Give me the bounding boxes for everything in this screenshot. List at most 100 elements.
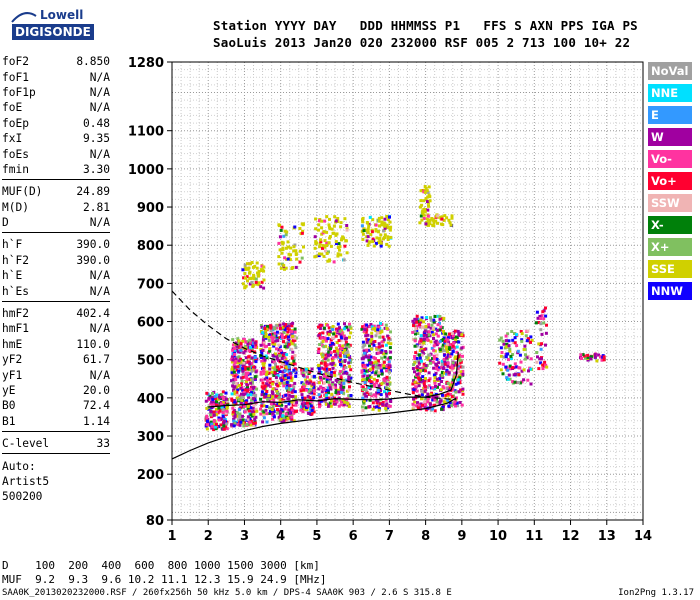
echo-point xyxy=(292,368,296,372)
echo-point xyxy=(412,324,415,328)
x-tick-label: 12 xyxy=(561,529,579,544)
echo-point xyxy=(272,334,276,338)
echo-point xyxy=(334,334,338,338)
echo-point xyxy=(279,266,283,270)
echo-point xyxy=(288,371,292,375)
param-row-b1: B1 1.14 xyxy=(2,414,110,429)
echo-point xyxy=(420,389,424,393)
echo-point xyxy=(504,339,508,343)
echo-point xyxy=(330,392,334,396)
echo-point xyxy=(276,384,280,388)
echo-point xyxy=(232,408,236,412)
echo-point xyxy=(339,400,343,403)
echo-point xyxy=(418,361,421,365)
echo-point xyxy=(324,389,328,392)
echo-point xyxy=(335,341,339,344)
echo-point xyxy=(325,402,328,406)
echo-point xyxy=(321,246,324,250)
echo-point xyxy=(273,327,277,331)
echo-point xyxy=(242,391,246,394)
echo-point xyxy=(420,343,424,347)
echo-point xyxy=(312,374,316,378)
echo-point xyxy=(253,375,257,379)
echo-point xyxy=(456,381,460,385)
echo-point xyxy=(449,392,453,396)
echo-point xyxy=(329,362,333,366)
echo-point xyxy=(271,366,275,370)
echo-point xyxy=(245,383,249,387)
echo-point xyxy=(339,374,343,378)
echo-point xyxy=(222,424,226,428)
echo-point xyxy=(348,358,352,362)
echo-point xyxy=(453,400,457,404)
echo-point xyxy=(374,357,377,361)
echo-point xyxy=(277,404,281,407)
echo-point xyxy=(250,345,254,349)
echo-point xyxy=(441,406,445,409)
echo-point xyxy=(319,399,323,403)
echo-point xyxy=(448,332,451,336)
echo-point xyxy=(422,199,426,203)
echo-point xyxy=(242,361,246,365)
echo-point xyxy=(249,423,253,427)
echo-point xyxy=(448,221,452,225)
echo-point xyxy=(248,338,252,342)
y-tick-label: 900 xyxy=(137,201,164,216)
echo-point xyxy=(254,343,258,347)
echo-point xyxy=(250,414,254,418)
echo-point xyxy=(322,367,326,371)
echo-point xyxy=(368,344,371,348)
echo-point xyxy=(336,246,340,249)
echo-point xyxy=(274,334,278,338)
echo-point xyxy=(281,411,285,415)
echo-point xyxy=(334,386,338,390)
echo-point xyxy=(537,367,541,371)
echo-point xyxy=(284,246,288,250)
echo-point xyxy=(336,380,340,383)
echo-point xyxy=(373,326,377,330)
echo-point xyxy=(273,342,277,346)
echo-point xyxy=(451,378,455,382)
echo-point xyxy=(511,380,515,384)
echo-point xyxy=(267,342,271,346)
echo-point xyxy=(377,216,381,220)
echo-point xyxy=(374,371,378,375)
echo-point xyxy=(458,381,462,385)
echo-point xyxy=(388,382,392,386)
echo-point xyxy=(371,401,375,405)
echo-point xyxy=(506,345,510,349)
param-divider xyxy=(2,300,110,306)
echo-point xyxy=(436,221,439,225)
echo-point xyxy=(249,387,252,391)
echo-point xyxy=(232,354,236,358)
echo-point xyxy=(261,420,265,424)
echo-point xyxy=(253,421,257,425)
echo-point xyxy=(244,401,248,405)
echo-point xyxy=(235,393,239,396)
echo-point xyxy=(426,200,429,203)
echo-point xyxy=(245,275,249,279)
echo-point xyxy=(304,402,308,406)
echo-point xyxy=(388,220,392,224)
echo-point xyxy=(282,263,286,267)
echo-point xyxy=(268,333,272,337)
echo-point xyxy=(418,369,422,373)
echo-point xyxy=(438,339,442,343)
echo-point xyxy=(240,379,244,383)
echo-point xyxy=(277,367,281,371)
echo-point xyxy=(388,364,392,368)
echo-point xyxy=(327,241,331,245)
echo-point xyxy=(363,351,367,355)
echo-point xyxy=(283,369,287,373)
echo-point xyxy=(513,380,517,384)
echo-point xyxy=(327,403,331,407)
echo-point xyxy=(537,321,541,324)
echo-point xyxy=(511,338,515,342)
echo-point xyxy=(384,403,388,407)
echo-point xyxy=(515,333,518,337)
echo-point xyxy=(285,420,289,424)
auto-line: 500200 xyxy=(2,490,43,504)
echo-point xyxy=(267,394,270,398)
echo-point xyxy=(413,370,416,374)
echo-point xyxy=(443,349,447,353)
